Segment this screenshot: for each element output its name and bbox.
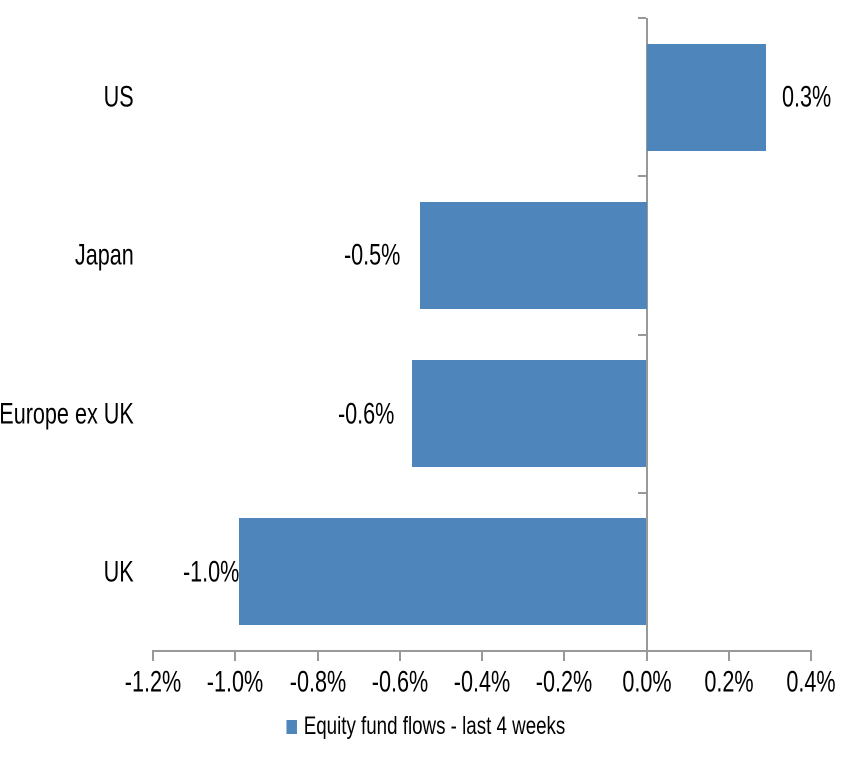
category-axis-tick <box>637 175 646 178</box>
x-tick-label-minus1-0pct: -1.0% <box>207 665 264 699</box>
x-tick-mark-minus0-2pct <box>563 651 566 661</box>
category-label-japan: Japan <box>75 238 134 272</box>
bar-us <box>646 43 766 151</box>
x-tick-label-minus1-2pct: -1.2% <box>124 665 182 699</box>
bar-uk <box>239 518 647 626</box>
x-tick-label-minus0-8pct: -0.8% <box>289 665 346 699</box>
category-axis-tick <box>637 17 646 19</box>
x-tick-mark-minus1-2pct <box>152 651 154 661</box>
legend-swatch <box>286 720 298 734</box>
category-label-us: US <box>103 80 134 114</box>
legend-label: Equity fund flows - last 4 weeks <box>303 712 566 741</box>
x-tick-mark-minus0-8pct <box>316 651 319 661</box>
x-tick-label-minus0-4pct: -0.4% <box>453 665 511 699</box>
x-tick-mark-0-2pct <box>727 651 730 661</box>
value-label-japan: -0.5% <box>343 238 401 272</box>
value-label-us: 0.3% <box>781 80 831 114</box>
x-tick-mark-0-0pct <box>645 651 648 661</box>
value-label-europe-ex-uk: -0.6% <box>337 397 395 431</box>
category-axis-tick <box>637 333 646 336</box>
x-tick-mark-minus0-6pct <box>398 651 401 661</box>
category-label-uk: UK <box>103 555 134 589</box>
x-tick-label-minus0-2pct: -0.2% <box>536 665 593 699</box>
legend: Equity fund flows - last 4 weeks <box>0 712 852 742</box>
x-tick-mark-minus1-0pct <box>234 651 237 661</box>
x-tick-mark-0-4pct <box>810 651 812 661</box>
value-label-uk: -1.0% <box>182 555 240 589</box>
x-tick-mark-minus0-4pct <box>481 651 483 661</box>
bar-europe-ex-uk <box>412 360 647 468</box>
x-tick-label-0-4pct: 0.4% <box>786 665 836 699</box>
x-tick-label-minus0-6pct: -0.6% <box>371 665 428 699</box>
legend-entry: Equity fund flows - last 4 weeks <box>286 712 566 741</box>
zero-axis-line <box>645 18 648 661</box>
x-tick-label-0-0pct: 0.0% <box>621 665 672 699</box>
x-tick-label-0-2pct: 0.2% <box>704 665 754 699</box>
category-label-europe-ex-uk: Europe ex UK <box>0 397 134 431</box>
bar-japan <box>420 201 647 309</box>
category-axis-tick <box>637 491 646 494</box>
